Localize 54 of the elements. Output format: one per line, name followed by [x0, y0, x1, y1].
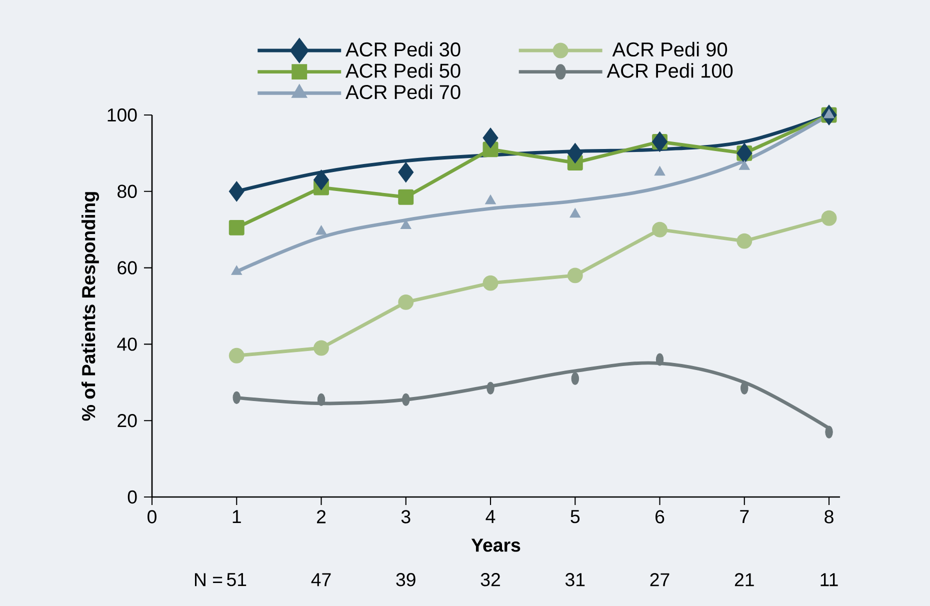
y-tick-label: 40 — [117, 338, 137, 351]
x-tick-label: 6 — [656, 510, 664, 524]
point — [485, 194, 496, 204]
point — [570, 208, 581, 218]
text: N = — [194, 573, 222, 586]
point — [652, 131, 668, 152]
point — [398, 162, 414, 183]
point — [228, 181, 244, 202]
point — [738, 160, 750, 170]
y-tick-label: 60 — [118, 261, 137, 274]
x-tick-label: 5 — [570, 510, 580, 524]
point — [654, 166, 666, 176]
point — [824, 108, 834, 118]
y-tick-label: 0 — [128, 490, 137, 504]
text: 51 — [227, 573, 246, 586]
text: 31 — [565, 573, 585, 586]
x-axis-title: Years — [471, 538, 520, 552]
legend-label: ACR Pedi 100 — [606, 63, 733, 78]
x-tick-label: 4 — [486, 510, 496, 523]
point — [398, 189, 414, 205]
point — [567, 142, 583, 164]
text: 32 — [480, 573, 500, 586]
x-tick-label: 0 — [148, 510, 156, 524]
legend-label: ACR Pedi 30 — [346, 42, 460, 57]
text: 27 — [650, 573, 670, 586]
point — [482, 128, 498, 148]
point — [736, 233, 752, 249]
legend-label: ACR Pedi 50 — [346, 63, 460, 78]
text: 21 — [734, 573, 754, 586]
x-tick-label: 8 — [824, 510, 834, 524]
legend-label: ACR Pedi 90 — [612, 42, 728, 57]
point — [231, 265, 242, 275]
point — [228, 220, 244, 236]
legend-label: ACR Pedi 70 — [346, 84, 460, 100]
y-tick-label: 80 — [118, 184, 137, 198]
y-axis-title: % of Patients Responding — [82, 192, 99, 421]
point — [482, 275, 498, 291]
y-tick-label: 100 — [108, 108, 137, 122]
x-tick-label: 3 — [401, 510, 410, 524]
x-tick-label: 7 — [740, 510, 749, 523]
y-tick-label: 20 — [118, 414, 137, 428]
point — [652, 222, 668, 238]
text: 47 — [311, 573, 331, 586]
point — [314, 340, 329, 356]
point — [567, 268, 583, 284]
x-tick-label: 1 — [232, 510, 241, 523]
point — [316, 225, 327, 235]
text: 11 — [820, 573, 838, 586]
point — [228, 348, 244, 364]
point — [821, 210, 837, 226]
x-tick-label: 2 — [317, 510, 326, 524]
text: 39 — [396, 573, 416, 586]
point — [313, 170, 330, 190]
point — [398, 294, 414, 310]
